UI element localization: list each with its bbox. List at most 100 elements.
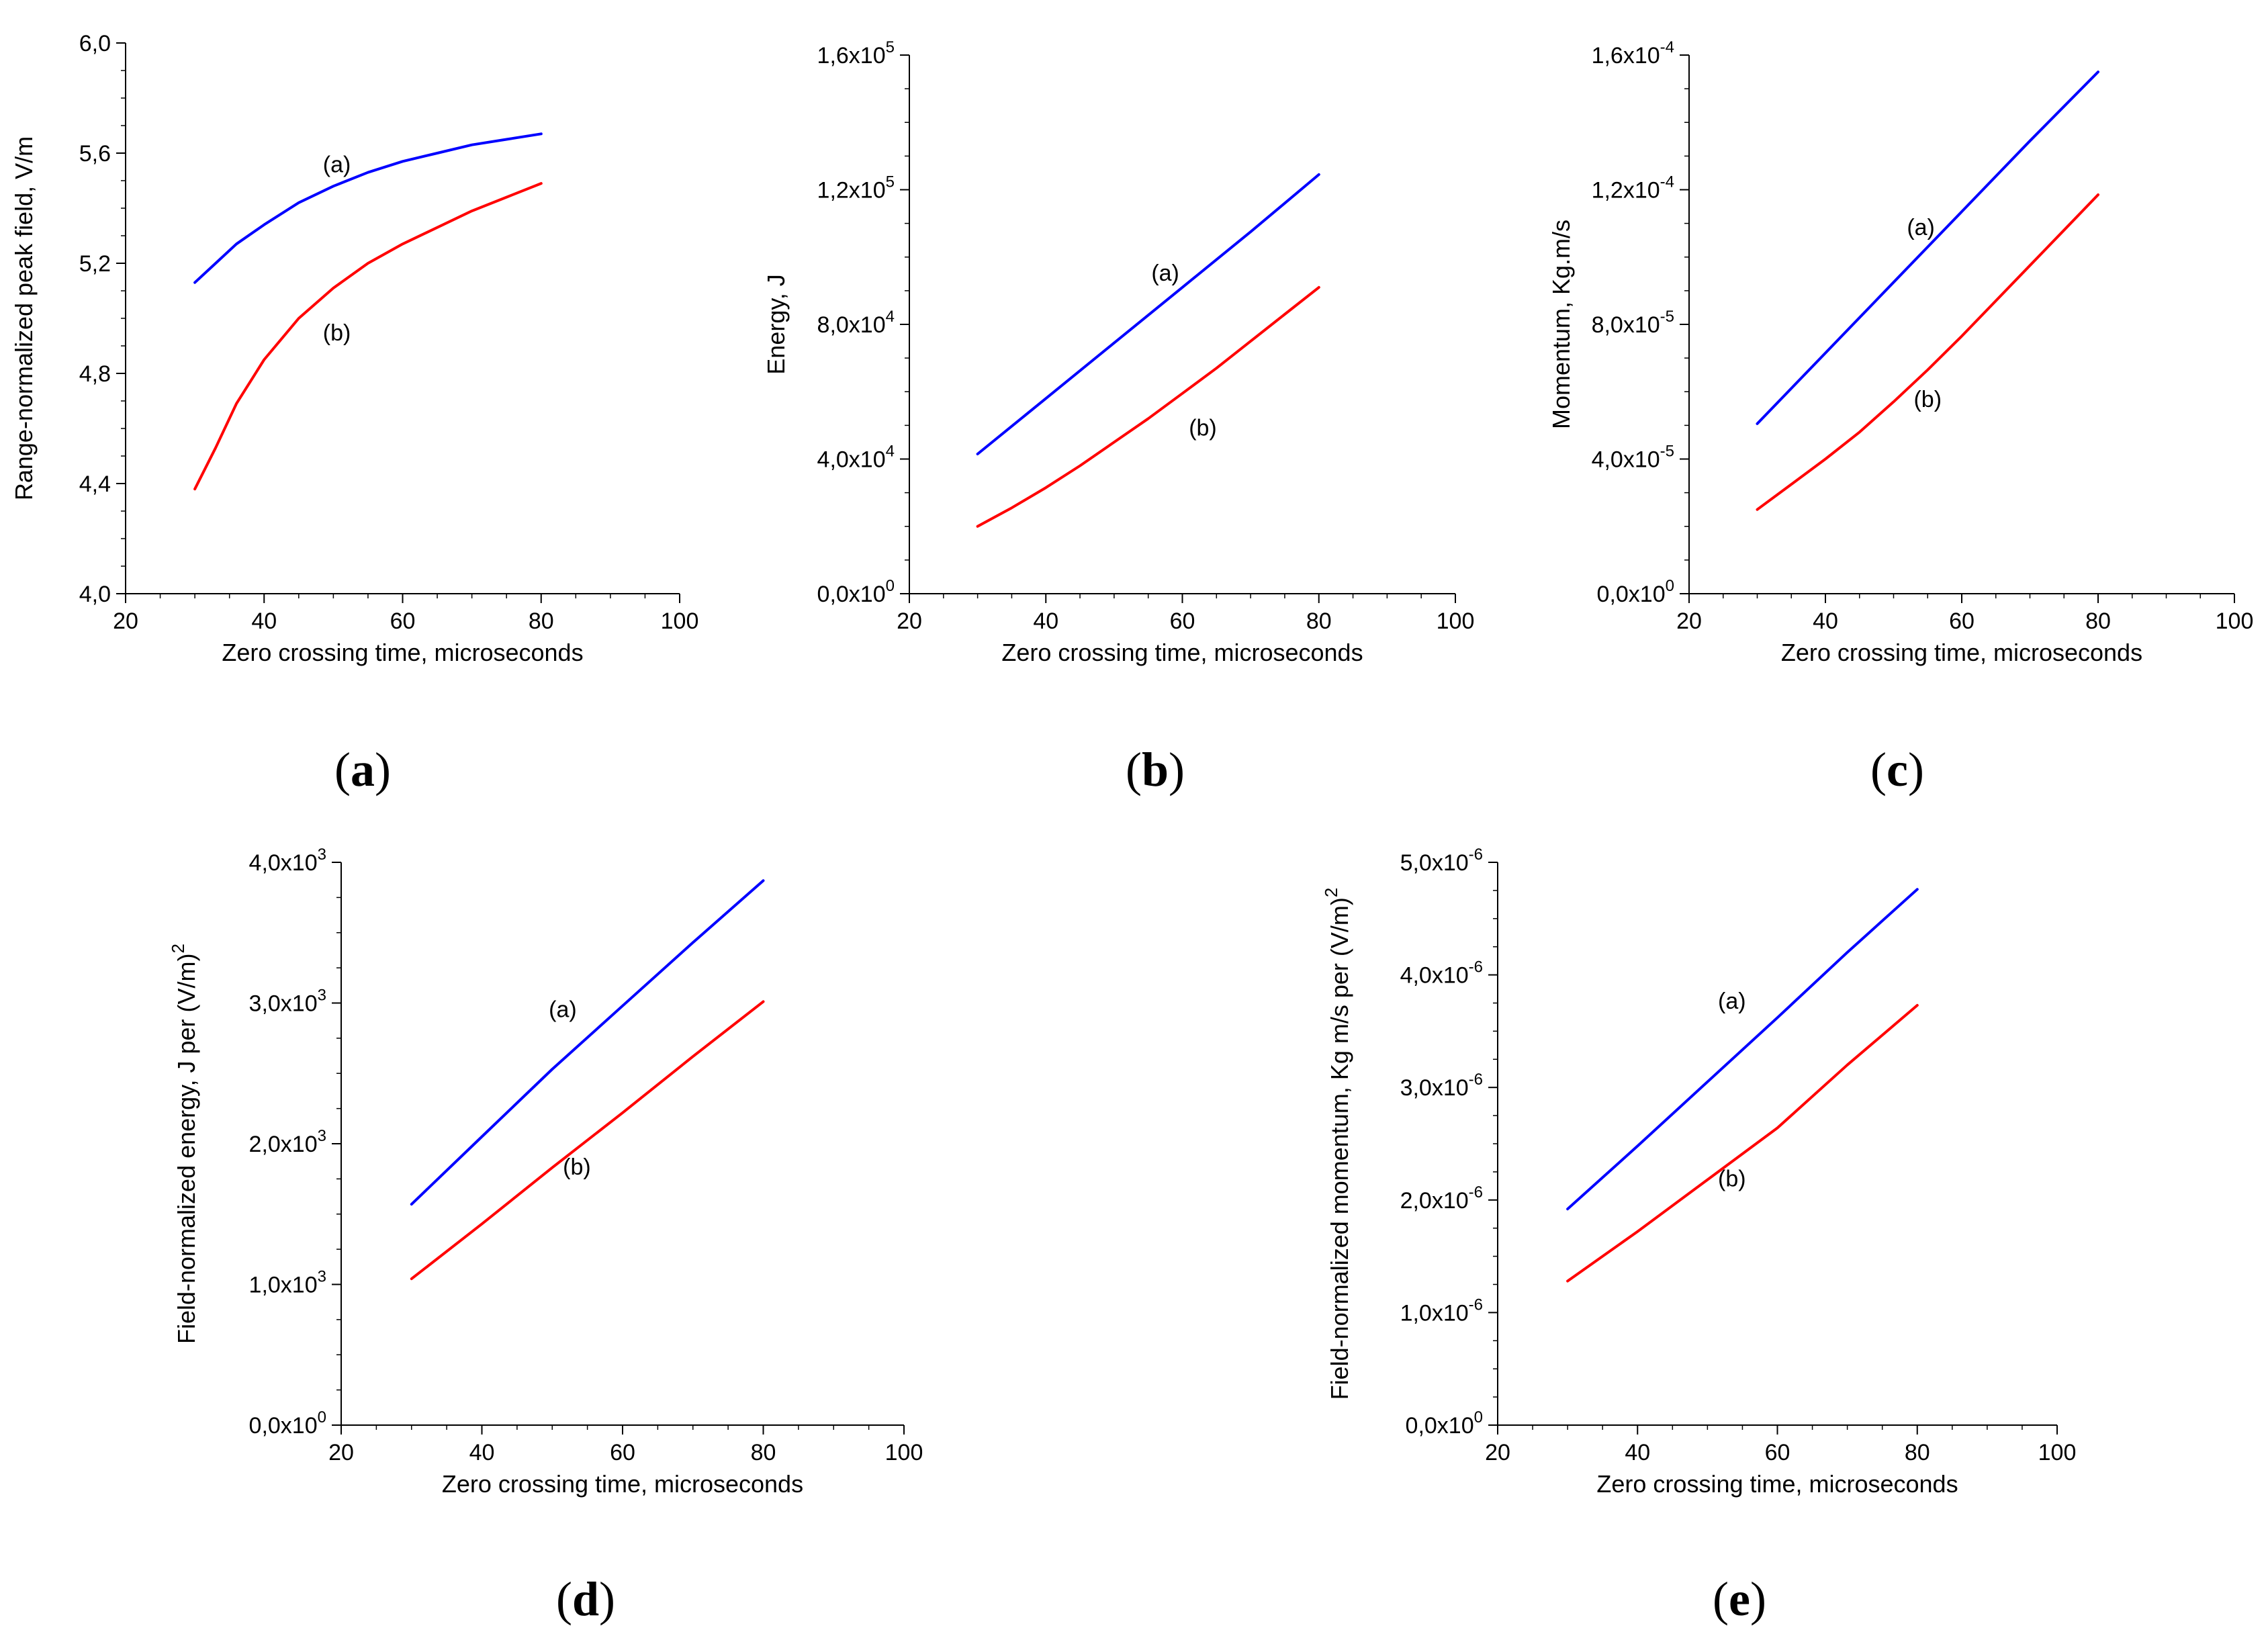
y-axis-label-text: Energy, J (762, 274, 790, 374)
panel-e: 20 40 60 80 1000,0x1001,0x10-62,0x10-63,0x10… (1321, 846, 2076, 1626)
x-tick-label: 100 (2038, 1440, 2077, 1465)
y-tick-label: 5,2 (79, 251, 111, 277)
panel-caption: (a) (334, 743, 391, 797)
panel-caption: (b) (1126, 743, 1185, 797)
x-tick-label: 60 (1765, 1440, 1790, 1465)
panel-caption: (c) (1870, 743, 1924, 797)
y-tick-mantissa: 0,0x10 (1597, 582, 1666, 607)
x-tick-label: 40 (1625, 1440, 1650, 1465)
x-tick-label: 80 (1905, 1440, 1930, 1465)
x-tick-label: 20 (113, 608, 138, 634)
y-tick-mantissa: 2,0x10 (249, 1132, 318, 1157)
series-label: (b) (1189, 415, 1217, 441)
y-tick-label: 8,0x10-5 (1592, 308, 1674, 338)
x-tick-label: 80 (751, 1440, 776, 1465)
y-tick-mantissa: 8,0x10 (817, 312, 886, 338)
y-tick-exponent: -6 (1469, 958, 1483, 976)
y-axis-label-text: Momentum, Kg.m/s (1547, 220, 1575, 429)
x-tick-label: 100 (1437, 608, 1475, 634)
y-tick-label: 0,0x100 (817, 577, 895, 607)
y-tick-label: 0,0x100 (1406, 1408, 1483, 1439)
x-tick-label: 80 (1306, 608, 1332, 634)
y-tick-mantissa: 5,0x10 (1400, 850, 1469, 876)
y-tick-mantissa: 1,2x10 (817, 178, 886, 203)
x-tick-label: 20 (1485, 1440, 1510, 1465)
y-axis-label-superscript: 2 (168, 944, 188, 953)
series-line-b (1566, 1003, 1919, 1283)
y-tick-label: 3,0x10-6 (1400, 1071, 1483, 1101)
y-tick-mantissa: 0,0x10 (249, 1413, 318, 1439)
y-tick-label: 3,0x103 (249, 987, 326, 1017)
caption-close-paren: ) (1908, 743, 1924, 797)
caption-open-paren: ( (334, 743, 351, 797)
series-line-b (193, 182, 543, 491)
y-tick-label: 1,2x105 (817, 173, 895, 203)
caption-open-paren: ( (1870, 743, 1887, 797)
series-line-a (193, 132, 543, 284)
y-tick-mantissa: 1,2x10 (1592, 178, 1660, 203)
series-line-b (410, 1000, 765, 1281)
series-label: (a) (1718, 989, 1746, 1014)
x-tick-label: 40 (1813, 608, 1838, 634)
y-tick-label: 4,4 (79, 471, 111, 497)
x-tick-label: 80 (529, 608, 554, 634)
y-tick-exponent: 0 (886, 577, 895, 595)
caption-close-paren: ) (1169, 743, 1185, 797)
y-tick-mantissa: 5,6 (79, 141, 111, 167)
y-tick-exponent: 4 (886, 308, 895, 326)
y-tick-mantissa: 4,8 (79, 361, 111, 387)
series-label: (a) (1907, 215, 1935, 240)
x-tick-label: 60 (1170, 608, 1195, 634)
y-tick-exponent: 0 (1666, 577, 1674, 595)
x-axis-label: Zero crossing time, microseconds (1001, 639, 1363, 666)
y-tick-label: 1,6x105 (817, 38, 895, 69)
y-tick-exponent: 3 (318, 846, 326, 864)
x-tick-label: 40 (1033, 608, 1058, 634)
panel-c: 20 40 60 80 1000,0x1004,0x10-58,0x10-51,2x10… (1547, 38, 2253, 797)
caption-close-paren: ) (375, 743, 391, 797)
x-tick-label: 60 (610, 1440, 635, 1465)
y-tick-mantissa: 3,0x10 (1400, 1075, 1469, 1101)
y-tick-mantissa: 4,0x10 (1592, 447, 1660, 473)
y-tick-mantissa: 4,4 (79, 471, 111, 497)
caption-letter: a (351, 743, 375, 797)
y-axis-label-text: Field-normalized energy, J per (V/m) (173, 953, 200, 1344)
y-tick-exponent: 0 (1474, 1408, 1483, 1426)
series-label: (a) (323, 152, 351, 178)
y-tick-exponent: -5 (1660, 443, 1674, 461)
y-tick-mantissa: 1,6x10 (1592, 43, 1660, 69)
y-tick-label: 2,0x103 (249, 1127, 326, 1157)
y-axis-label-superscript: 2 (1321, 888, 1341, 897)
y-tick-label: 6,0 (79, 31, 111, 56)
y-axis-label: Field-normalized momentum, Kg m/s per (V… (1321, 888, 1353, 1400)
y-tick-label: 4,0x10-5 (1592, 443, 1674, 473)
y-tick-exponent: 3 (318, 1127, 326, 1145)
y-tick-exponent: 5 (886, 173, 895, 191)
x-axis-label: Zero crossing time, microseconds (222, 639, 583, 666)
x-tick-label: 40 (469, 1440, 495, 1465)
series-label: (a) (549, 997, 577, 1022)
series-line-b (976, 285, 1320, 528)
y-tick-label: 4,8 (79, 361, 111, 387)
y-tick-mantissa: 0,0x10 (817, 582, 886, 607)
y-tick-label: 4,0x103 (249, 846, 326, 876)
x-tick-label: 20 (1676, 608, 1702, 634)
series-line-a (1756, 71, 2099, 425)
y-tick-exponent: -6 (1469, 1183, 1483, 1201)
caption-letter: d (572, 1572, 599, 1626)
y-tick-exponent: -4 (1660, 173, 1674, 191)
y-tick-label: 1,0x103 (249, 1268, 326, 1298)
y-tick-mantissa: 0,0x10 (1406, 1413, 1474, 1439)
series-line-b (1756, 193, 2099, 511)
y-tick-exponent: 0 (318, 1408, 326, 1426)
series-label: (b) (563, 1154, 591, 1180)
y-axis-label: Energy, J (762, 274, 790, 374)
y-tick-label: 5,0x10-6 (1400, 846, 1483, 876)
x-tick-label: 100 (2216, 608, 2254, 634)
y-tick-label: 1,0x10-6 (1400, 1296, 1483, 1326)
x-axis-label: Zero crossing time, microseconds (1596, 1470, 1958, 1498)
series-label: (a) (1151, 261, 1179, 286)
x-tick-label: 60 (1949, 608, 1975, 634)
y-axis-label: Range-normalized peak field, V/m (10, 136, 38, 500)
series-line-a (976, 173, 1320, 455)
